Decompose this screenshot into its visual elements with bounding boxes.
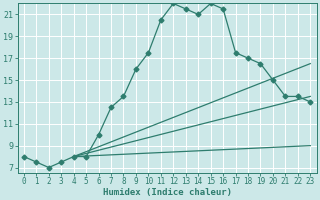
X-axis label: Humidex (Indice chaleur): Humidex (Indice chaleur) [103, 188, 232, 197]
